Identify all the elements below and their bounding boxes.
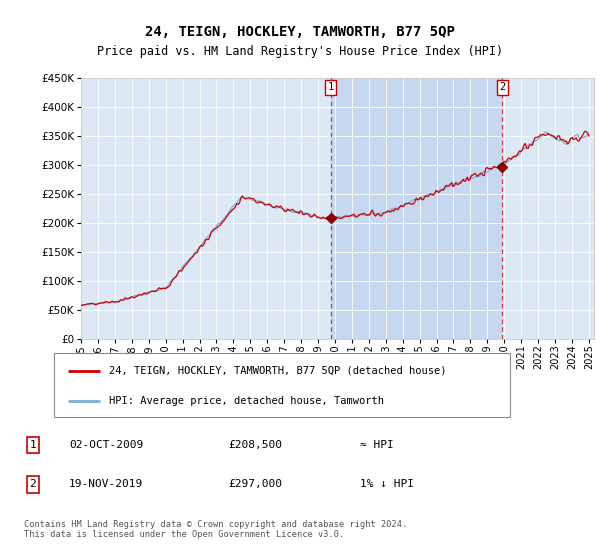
Text: £208,500: £208,500 bbox=[228, 440, 282, 450]
Text: 19-NOV-2019: 19-NOV-2019 bbox=[69, 479, 143, 489]
Text: 24, TEIGN, HOCKLEY, TAMWORTH, B77 5QP: 24, TEIGN, HOCKLEY, TAMWORTH, B77 5QP bbox=[145, 25, 455, 39]
Text: ≈ HPI: ≈ HPI bbox=[360, 440, 394, 450]
Text: Contains HM Land Registry data © Crown copyright and database right 2024.
This d: Contains HM Land Registry data © Crown c… bbox=[24, 520, 407, 539]
Text: 1% ↓ HPI: 1% ↓ HPI bbox=[360, 479, 414, 489]
Text: 02-OCT-2009: 02-OCT-2009 bbox=[69, 440, 143, 450]
Text: HPI: Average price, detached house, Tamworth: HPI: Average price, detached house, Tamw… bbox=[109, 396, 384, 406]
Text: 2: 2 bbox=[499, 82, 505, 92]
Bar bbox=[331, 78, 502, 339]
Text: £297,000: £297,000 bbox=[228, 479, 282, 489]
FancyBboxPatch shape bbox=[54, 353, 510, 417]
Text: 1: 1 bbox=[29, 440, 37, 450]
Text: 24, TEIGN, HOCKLEY, TAMWORTH, B77 5QP (detached house): 24, TEIGN, HOCKLEY, TAMWORTH, B77 5QP (d… bbox=[109, 366, 446, 376]
Text: 2: 2 bbox=[29, 479, 37, 489]
Text: Price paid vs. HM Land Registry's House Price Index (HPI): Price paid vs. HM Land Registry's House … bbox=[97, 45, 503, 58]
Text: 1: 1 bbox=[328, 82, 334, 92]
